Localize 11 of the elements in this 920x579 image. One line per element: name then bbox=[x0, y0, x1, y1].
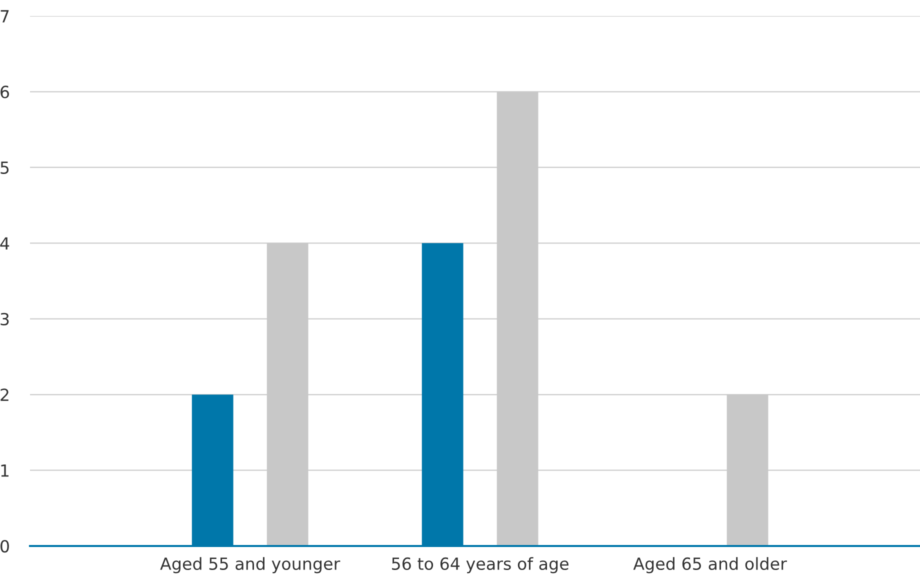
y-tick-label: 5 bbox=[0, 162, 9, 174]
y-tick-label: 1 bbox=[1, 464, 9, 477]
y-tick-label: 0 bbox=[0, 540, 9, 553]
x-tick-label: 56 to 64 years of age bbox=[392, 557, 568, 574]
y-tick-label: 6 bbox=[0, 86, 9, 98]
y-tick-label: 7 bbox=[0, 10, 9, 22]
y-tick-label: 2 bbox=[0, 388, 8, 401]
y-tick-label: 4 bbox=[0, 237, 10, 250]
x-tick-label: Aged 55 and younger bbox=[160, 557, 340, 574]
x-tick-label: Aged 65 and older bbox=[633, 557, 787, 574]
y-tick-label: 3 bbox=[0, 312, 9, 326]
